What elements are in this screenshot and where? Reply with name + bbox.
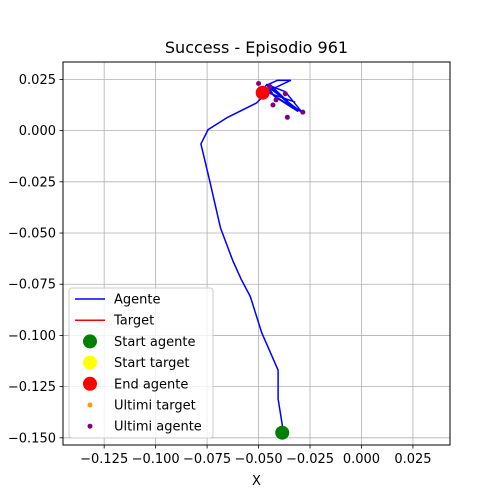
legend-swatch-end-agente <box>83 376 97 391</box>
start-agente-point <box>275 425 290 440</box>
legend-swatch-start-target <box>83 355 97 370</box>
legend-label-agente: Agente <box>114 293 160 308</box>
legend-label-start-agente: Start agente <box>114 335 195 350</box>
legend-label-start-target: Start target <box>114 356 189 371</box>
chart-title: Success - Episodio 961 <box>165 38 348 57</box>
legend: Agente Target Start agente Start target End … <box>68 287 214 439</box>
x-tick-label: −0.025 <box>286 452 334 467</box>
y-tick-label: 0.000 <box>19 124 56 139</box>
legend-swatch-ultimi-agente <box>87 423 93 429</box>
ultimi-agente-point <box>284 114 290 120</box>
ultimi-agente-point <box>282 91 288 97</box>
series-layer <box>200 79 306 440</box>
ticks: −0.125 −0.100 −0.075 −0.050 −0.025 0.000 0.025… <box>8 73 432 467</box>
y-tick-label: −0.075 <box>8 278 56 293</box>
legend-swatch-start-agente <box>83 334 97 349</box>
legend-label-ultimi-agente: Ultimi agente <box>114 420 202 435</box>
x-tick-label: −0.050 <box>235 452 283 467</box>
x-tick-label: −0.075 <box>183 452 231 467</box>
end-agente-point <box>255 85 270 100</box>
x-tick-label: 0.000 <box>343 452 380 467</box>
x-axis-title: X <box>252 474 261 489</box>
ultimi-agente-point <box>270 102 276 108</box>
x-tick-label: −0.100 <box>132 452 180 467</box>
ultimi-agente-point <box>273 97 279 103</box>
plot-frame <box>62 61 451 446</box>
legend-label-ultimi-target: Ultimi target <box>114 399 196 414</box>
y-tick-label: −0.125 <box>8 380 56 395</box>
ultimi-agente-point <box>267 84 273 90</box>
y-tick-label: −0.100 <box>8 329 56 344</box>
legend-swatch-ultimi-target <box>87 402 93 408</box>
x-tick-label: −0.125 <box>80 452 128 467</box>
legend-label-target: Target <box>113 314 154 329</box>
agente-line <box>200 79 304 433</box>
y-tick-label: −0.050 <box>8 227 56 242</box>
y-tick-label: −0.025 <box>8 175 56 190</box>
grid-lines <box>63 62 450 445</box>
x-tick-label: 0.025 <box>394 452 431 467</box>
y-tick-label: −0.150 <box>8 431 56 446</box>
legend-label-end-agente: End agente <box>114 377 188 392</box>
y-tick-label: 0.025 <box>19 73 56 88</box>
ultimi-agente-point <box>256 81 262 87</box>
ultimi-agente-point <box>300 109 306 115</box>
legend-box <box>68 287 214 439</box>
